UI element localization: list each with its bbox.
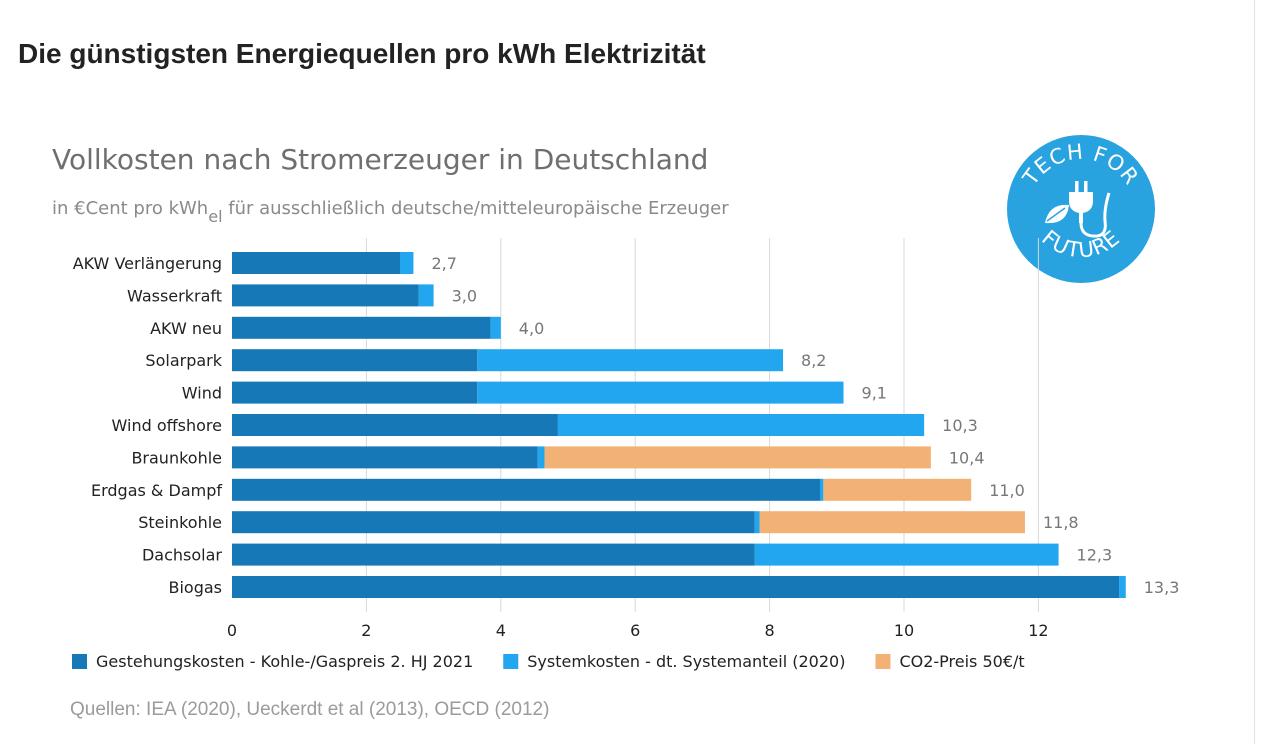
plug-leaf-icon: [1045, 181, 1111, 238]
category-label: Braunkohle: [131, 448, 222, 467]
bar-segment-s2: [400, 252, 414, 274]
bar-segment-s1: [232, 576, 1120, 598]
category-label: AKW neu: [150, 319, 222, 338]
category-label: Solarpark: [145, 351, 222, 370]
total-label: 3,0: [452, 286, 477, 305]
bar-segment-s2: [754, 543, 1059, 566]
subtitle-subscript: el: [208, 207, 223, 226]
category-label: Wind offshore: [112, 416, 222, 435]
x-tick-label: 12: [1028, 621, 1048, 640]
x-tick-label: 8: [765, 621, 775, 640]
bar-segment-s2: [537, 446, 545, 469]
category-label: Steinkohle: [138, 513, 222, 532]
bar-segment-s2: [557, 414, 925, 436]
bar-segment-s1: [232, 446, 538, 469]
subtitle-text-end: für ausschließlich deutsche/mitteleuropä…: [222, 198, 729, 219]
bar-segment-s2: [477, 381, 844, 404]
total-label: 13,3: [1144, 578, 1180, 597]
bar-segment-s1: [232, 316, 491, 339]
bar-segment-s1: [232, 252, 400, 274]
bar-segment-s1: [232, 381, 478, 404]
total-label: 4,0: [519, 319, 544, 338]
total-label: 11,8: [1043, 513, 1079, 532]
bar-segment-s1: [232, 414, 558, 436]
legend-swatch: [503, 654, 519, 669]
bar-segment-s2: [754, 511, 760, 534]
category-label: Dachsolar: [142, 546, 222, 565]
x-tick-label: 2: [361, 621, 371, 640]
total-label: 10,3: [942, 416, 978, 435]
right-divider: [1254, 0, 1255, 744]
chart-title: Vollkosten nach Stromerzeuger in Deutsch…: [52, 143, 709, 176]
total-label: 2,7: [431, 254, 456, 273]
legend-label: Systemkosten - dt. Systemanteil (2020): [527, 652, 845, 671]
legend-swatch: [72, 654, 87, 669]
source-note: Quellen: IEA (2020), Ueckerdt et al (201…: [70, 699, 550, 720]
bar-segment-s2: [1119, 576, 1126, 598]
tech-for-future-logo: TECH FOR FUTURE: [1007, 135, 1155, 283]
bar-segment-s1: [232, 511, 755, 534]
category-label: Erdgas & Dampf: [91, 481, 222, 500]
chart-subtitle: in €Cent pro kWhel für ausschließlich de…: [52, 198, 729, 226]
legend-swatch: [875, 654, 891, 669]
bar-segment-s1: [232, 478, 820, 501]
bar-segment-s2: [418, 284, 434, 307]
legend-label: Gestehungskosten - Kohle-/Gaspreis 2. HJ…: [96, 652, 473, 671]
bar-segment-s1: [232, 349, 478, 372]
bar-segment-s1: [232, 284, 419, 307]
x-tick-label: 4: [496, 621, 506, 640]
legend-label: CO2-Preis 50€/t: [899, 652, 1024, 671]
total-label: 10,4: [949, 448, 985, 467]
category-label: AKW Verlängerung: [73, 254, 222, 273]
bar-segment-s3: [759, 511, 1025, 534]
category-label: Biogas: [168, 578, 222, 597]
x-tick-label: 10: [894, 621, 914, 640]
subtitle-text: in €Cent pro kWh: [52, 198, 209, 219]
bar-segment-s2: [820, 478, 824, 501]
bar-segment-s3: [544, 446, 931, 469]
total-label: 9,1: [862, 384, 887, 403]
bar-segment-s2: [490, 316, 501, 339]
x-tick-label: 0: [227, 621, 237, 640]
category-label: Wasserkraft: [127, 286, 222, 305]
total-label: 12,3: [1077, 546, 1113, 565]
x-tick-label: 6: [630, 621, 640, 640]
category-label: Wind: [182, 384, 222, 403]
total-label: 11,0: [989, 481, 1025, 500]
bar-segment-s2: [477, 349, 784, 372]
page-title: Die günstigsten Energiequellen pro kWh E…: [18, 38, 706, 69]
bar-segment-s1: [232, 543, 755, 566]
total-label: 8,2: [801, 351, 826, 370]
bar-segment-s3: [823, 478, 972, 501]
